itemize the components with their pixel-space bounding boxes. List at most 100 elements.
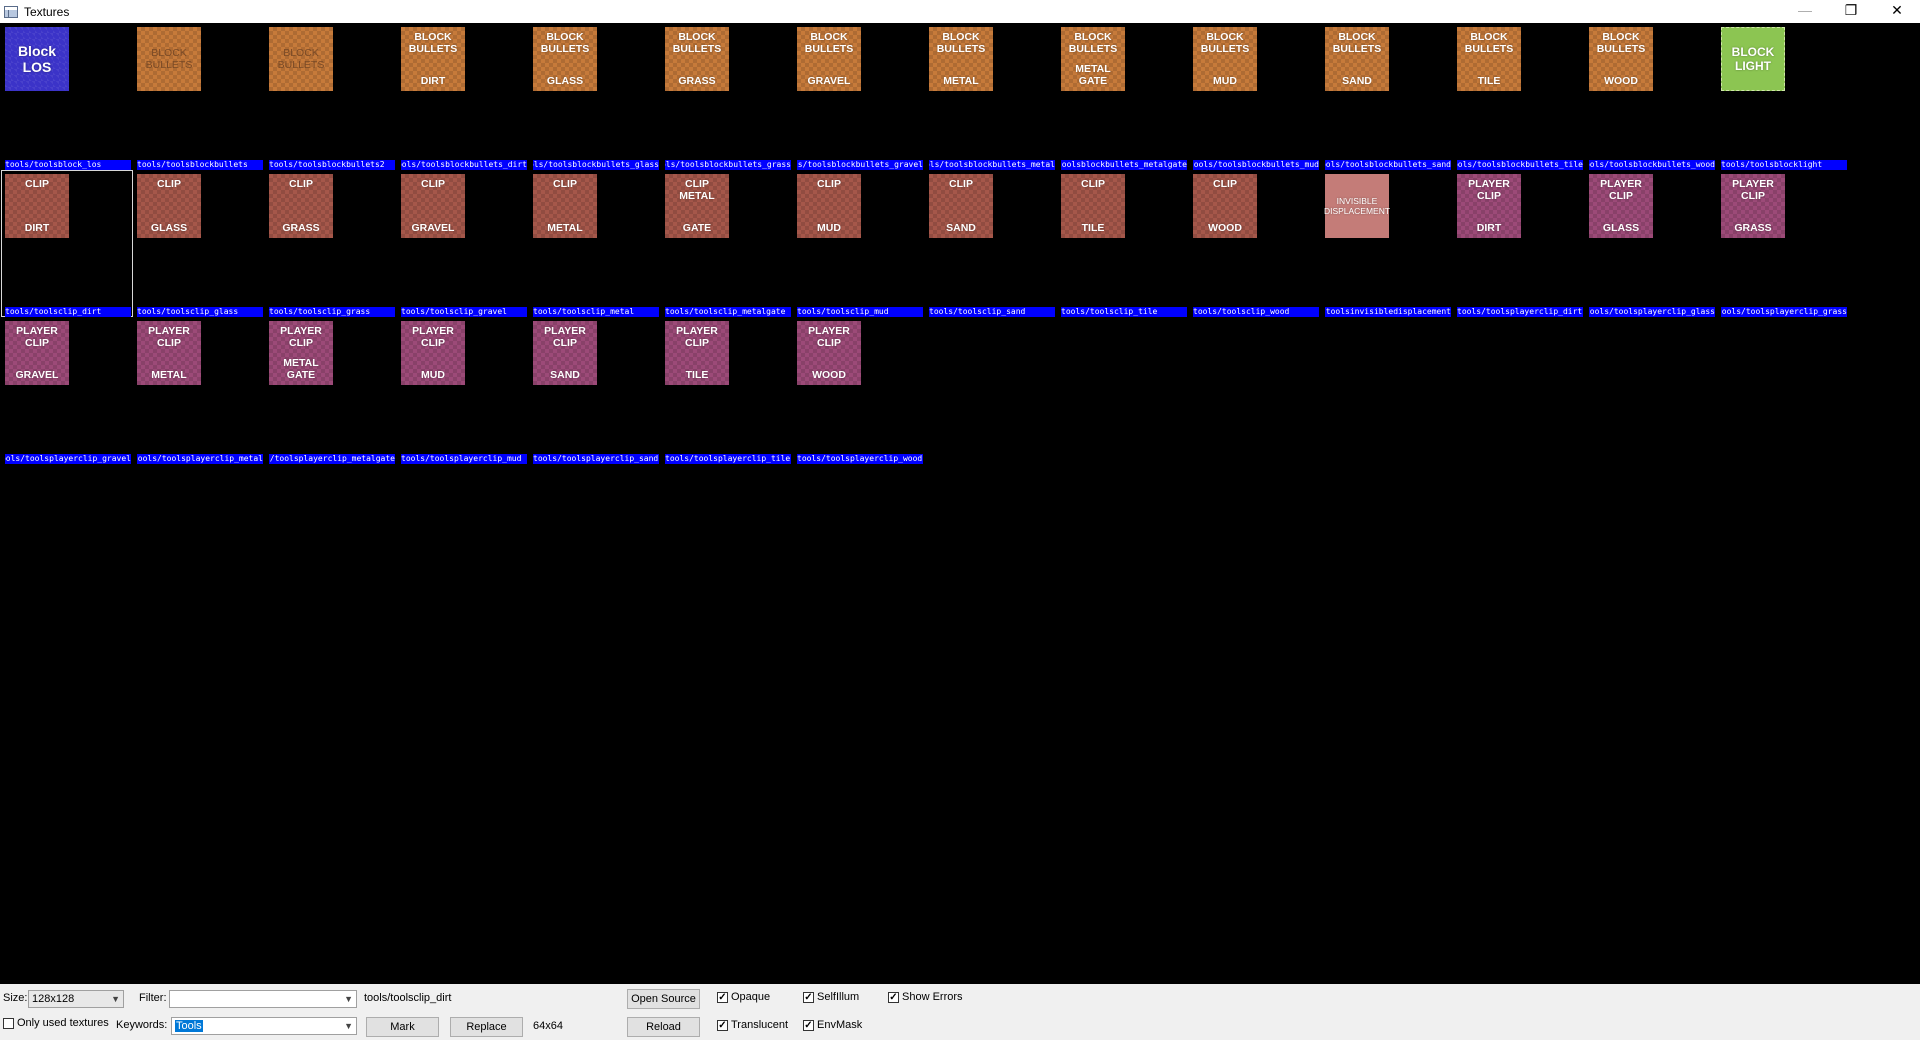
texture-cell[interactable]: PLAYER CLIP METAL tools/toolsplayerclip_met… [133,317,265,464]
texture-thumbnail[interactable]: PLAYER CLIP WOOD [797,321,861,385]
texture-cell[interactable]: BLOCK BULLETS GLASS tools/toolsblockbullets… [529,23,661,170]
texture-thumbnail[interactable]: BLOCK BULLETS DIRT [401,27,465,91]
texture-cell[interactable]: PLAYER CLIP GRASS tools/toolsplayerclip_gra… [1717,170,1849,317]
texture-cell[interactable]: CLIP TILE tools/toolsclip_tile [1057,170,1189,317]
texture-cell[interactable]: CLIP DIRT tools/toolsclip_dirt [1,170,133,317]
texture-cell[interactable]: Block LOS tools/toolsblock_los [1,23,133,170]
texture-cell[interactable]: BLOCK BULLETS GRASS tools/toolsblockbullets… [661,23,793,170]
texture-thumbnail[interactable]: BLOCK BULLETS GLASS [533,27,597,91]
texture-thumbnail[interactable]: BLOCK BULLETS GRASS [665,27,729,91]
texture-thumbnail[interactable]: CLIP SAND [929,174,993,238]
texture-cell[interactable]: CLIP SAND tools/toolsclip_sand [925,170,1057,317]
replace-button[interactable]: Replace [450,1017,523,1037]
minimize-button[interactable]: — [1798,2,1812,18]
texture-thumbnail[interactable]: BLOCK BULLETS [269,27,333,91]
texture-cell[interactable]: CLIP GLASS tools/toolsclip_glass [133,170,265,317]
texture-cell[interactable]: CLIP MUD tools/toolsclip_mud [793,170,925,317]
selected-texture-size: 64x64 [533,1020,563,1032]
texture-thumbnail[interactable]: BLOCK BULLETS [137,27,201,91]
texture-cell[interactable]: BLOCK BULLETS WOOD tools/toolsblockbullets_… [1585,23,1717,170]
texture-cell[interactable]: PLAYER CLIP DIRT tools/toolsplayerclip_dirt [1453,170,1585,317]
texture-path-text: tools/toolsplayerclip_gravel [5,454,131,463]
texture-thumbnail-line: GRAVEL [807,75,851,87]
texture-cell[interactable]: BLOCK BULLETS METAL tools/toolsblockbullets… [925,23,1057,170]
texture-thumbnail[interactable]: PLAYER CLIP MUD [401,321,465,385]
texture-thumbnail[interactable]: BLOCK BULLETS WOOD [1589,27,1653,91]
texture-thumbnail[interactable]: CLIP TILE [1061,174,1125,238]
texture-thumbnail-line: BULLETS [1596,43,1646,55]
envmask-checkbox[interactable]: ✓ EnvMask [803,1019,862,1031]
texture-thumbnail-bottom: DIRT [1477,222,1502,234]
texture-thumbnail[interactable]: BLOCK BULLETS METAL GATE [1061,27,1125,91]
texture-path-label: tools/toolsclip_metalgate [665,307,791,317]
texture-thumbnail[interactable]: CLIP GLASS [137,174,201,238]
texture-thumbnail[interactable]: BLOCK LIGHT [1721,27,1785,91]
texture-thumbnail[interactable]: BLOCK BULLETS MUD [1193,27,1257,91]
texture-thumbnail[interactable]: PLAYER CLIP METAL GATE [269,321,333,385]
size-dropdown[interactable]: 128x128 ▼ [28,990,124,1008]
texture-thumbnail[interactable]: CLIP MUD [797,174,861,238]
texture-path-text: tools/toolsclip_metal [533,307,635,316]
texture-thumbnail[interactable]: CLIP GRAVEL [401,174,465,238]
open-source-button[interactable]: Open Source [627,989,700,1009]
texture-thumbnail-text: BLOCK BULLETS DIRT [409,31,457,87]
restore-button[interactable]: ❐ [1844,1,1858,18]
texture-cell[interactable]: BLOCK BULLETS SAND tools/toolsblockbullets_… [1321,23,1453,170]
texture-thumbnail[interactable]: BLOCK BULLETS SAND [1325,27,1389,91]
texture-path-label: tools/toolsplayerclip_sand [533,454,659,464]
texture-thumbnail[interactable]: CLIP DIRT [5,174,69,238]
filter-dropdown[interactable]: ▼ [169,990,357,1008]
texture-thumbnail[interactable]: PLAYER CLIP GLASS [1589,174,1653,238]
texture-thumbnail[interactable]: PLAYER CLIP GRASS [1721,174,1785,238]
texture-path-label: tools/toolsblocklight [1721,160,1847,170]
keywords-dropdown[interactable]: Tools ▼ [171,1017,357,1035]
texture-thumbnail[interactable]: BLOCK BULLETS GRAVEL [797,27,861,91]
texture-thumbnail[interactable]: CLIP GRASS [269,174,333,238]
texture-cell[interactable]: BLOCK BULLETS tools/toolsblockbullets [133,23,265,170]
opaque-checkbox[interactable]: ✓ Opaque [717,991,770,1003]
texture-cell[interactable]: PLAYER CLIP MUD tools/toolsplayerclip_mud [397,317,529,464]
texture-cell[interactable]: PLAYER CLIP WOOD tools/toolsplayerclip_wood [793,317,925,464]
texture-cell[interactable]: BLOCK BULLETS DIRT tools/toolsblockbullets_… [397,23,529,170]
texture-thumbnail[interactable]: CLIP METAL GATE [665,174,729,238]
texture-cell[interactable]: BLOCK BULLETS tools/toolsblockbullets2 [265,23,397,170]
selfillum-checkbox[interactable]: ✓ SelfIllum [803,991,859,1003]
texture-path-label: tools/toolsplayerclip_metalgate [269,454,395,464]
texture-thumbnail[interactable]: BLOCK BULLETS TILE [1457,27,1521,91]
only-used-textures-checkbox[interactable]: Only used textures [3,1017,109,1029]
texture-thumbnail[interactable]: PLAYER CLIP SAND [533,321,597,385]
texture-cell[interactable]: CLIP WOOD tools/toolsclip_wood [1189,170,1321,317]
texture-cell[interactable]: PLAYER CLIP GLASS tools/toolsplayerclip_gla… [1585,170,1717,317]
texture-cell[interactable]: PLAYER CLIP GRAVEL tools/toolsplayerclip_gr… [1,317,133,464]
texture-thumbnail-text: BLOCK BULLETS METAL [937,31,985,87]
texture-cell[interactable]: PLAYER CLIP SAND tools/toolsplayerclip_sand [529,317,661,464]
texture-thumbnail[interactable]: INVISIBLE DISPLACEMENT [1324,174,1390,238]
texture-cell[interactable]: BLOCK LIGHT tools/toolsblocklight [1717,23,1849,170]
texture-cell[interactable]: CLIP METAL GATE tools/toolsclip_metalgate [661,170,793,317]
texture-thumbnail[interactable]: PLAYER CLIP METAL [137,321,201,385]
texture-cell[interactable]: PLAYER CLIP TILE tools/toolsplayerclip_tile [661,317,793,464]
show-errors-checkbox[interactable]: ✓ Show Errors [888,991,963,1003]
texture-grid[interactable]: Block LOS tools/toolsblock_los BLOCK BULLETS… [0,23,1920,984]
texture-thumbnail[interactable]: Block LOS [5,27,69,91]
texture-path-text: tools/toolsplayerclip_metalgate [269,454,395,463]
texture-cell[interactable]: CLIP METAL tools/toolsclip_metal [529,170,661,317]
texture-thumbnail[interactable]: BLOCK BULLETS METAL [929,27,993,91]
texture-thumbnail[interactable]: CLIP WOOD [1193,174,1257,238]
translucent-checkbox[interactable]: ✓ Translucent [717,1019,788,1031]
texture-thumbnail[interactable]: PLAYER CLIP DIRT [1457,174,1521,238]
mark-button[interactable]: Mark [366,1017,439,1037]
reload-button[interactable]: Reload [627,1017,700,1037]
texture-cell[interactable]: BLOCK BULLETS MUD tools/toolsblockbullets_m… [1189,23,1321,170]
texture-thumbnail[interactable]: CLIP METAL [533,174,597,238]
close-button[interactable]: ✕ [1891,1,1903,18]
texture-cell[interactable]: BLOCK BULLETS TILE tools/toolsblockbullets_… [1453,23,1585,170]
texture-thumbnail[interactable]: PLAYER CLIP GRAVEL [5,321,69,385]
texture-thumbnail[interactable]: PLAYER CLIP TILE [665,321,729,385]
texture-cell[interactable]: CLIP GRASS tools/toolsclip_grass [265,170,397,317]
texture-cell[interactable]: CLIP GRAVEL tools/toolsclip_gravel [397,170,529,317]
